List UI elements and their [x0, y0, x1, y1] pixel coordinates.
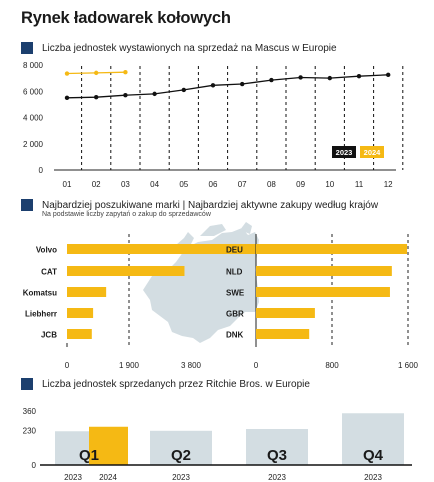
country-bar — [256, 287, 390, 297]
series-2024-point — [94, 70, 99, 76]
y-tick-label: 2 000 — [23, 140, 44, 149]
brand-label: Komatsu — [23, 289, 57, 298]
quarter-label: Q3 — [267, 447, 287, 464]
brand-x-tick-label: 0 — [65, 361, 70, 370]
year-label: 2024 — [99, 473, 117, 482]
x-tick-label: 02 — [92, 180, 101, 189]
series-2023-point — [269, 77, 274, 83]
y-tick-label: 8 000 — [23, 61, 44, 70]
x-tick-label: 06 — [209, 180, 218, 189]
quarter-label: Q1 — [79, 447, 99, 464]
country-x-tick-label: 1 600 — [398, 361, 419, 370]
country-bar — [256, 266, 392, 276]
country-x-tick-label: 0 — [254, 361, 259, 370]
country-bar — [256, 308, 315, 318]
section3-heading: Liczba jednostek sprzedanych przez Ritch… — [42, 378, 310, 390]
x-tick-label: 10 — [325, 180, 334, 189]
brand-bar — [67, 308, 94, 318]
country-label: GBR — [226, 310, 244, 319]
country-label: SWE — [226, 289, 245, 298]
legend-2023-swatch — [332, 146, 356, 158]
x-tick-label: 09 — [296, 180, 305, 189]
brand-x-tick-label: 3 800 — [181, 361, 202, 370]
section-marker — [21, 42, 33, 54]
q-y-tick-label: 360 — [23, 407, 37, 416]
x-tick-label: 04 — [150, 180, 159, 189]
y-tick-label: 6 000 — [23, 87, 44, 96]
series-2024-point — [64, 71, 70, 76]
country-x-tick-label: 800 — [325, 361, 339, 370]
brand-label: Liebherr — [25, 310, 57, 319]
series-2023-line — [66, 74, 389, 99]
section2-heading: Najbardziej poszukiwane marki | Najbardz… — [42, 199, 379, 211]
section1-header: Liczba jednostek wystawionych na sprzeda… — [21, 42, 337, 54]
page-title: Rynek ładowarek kołowych — [21, 9, 231, 27]
q-y-tick-label: 0 — [32, 461, 37, 470]
x-tick-label: 03 — [121, 180, 130, 189]
x-tick-label: 05 — [179, 180, 188, 189]
brand-x-tick-label: 1 900 — [119, 361, 140, 370]
q-bar-2023 — [150, 430, 212, 465]
series-2023-point — [94, 94, 99, 100]
brand-label: Volvo — [36, 246, 57, 255]
q-bar-2024 — [89, 426, 128, 465]
section3-header: Liczba jednostek sprzedanych przez Ritch… — [21, 378, 310, 390]
section-marker — [21, 199, 33, 211]
legend-2023-label: 2023 — [336, 148, 353, 157]
series-2023-point — [152, 91, 157, 97]
y-tick-label: 0 — [39, 166, 44, 175]
series-2023-point — [123, 92, 128, 98]
country-label: DEU — [226, 246, 243, 255]
series-2023-point — [210, 83, 216, 88]
year-label: 2023 — [64, 473, 82, 482]
country-label: NLD — [226, 268, 243, 277]
x-tick-label: 11 — [355, 180, 364, 189]
brand-bar — [67, 329, 92, 339]
y-tick-label: 4 000 — [23, 114, 44, 123]
year-label: 2023 — [364, 473, 382, 482]
brand-bar — [67, 266, 185, 276]
series-2023-point — [64, 95, 70, 101]
x-tick-label: 01 — [63, 180, 72, 189]
section2-subheading: Na podstawie liczby zapytań o zakup do s… — [42, 211, 211, 218]
q-y-tick-label: 230 — [23, 427, 37, 436]
x-tick-label: 12 — [384, 180, 393, 189]
brand-bar — [67, 244, 309, 254]
europe-map — [143, 222, 259, 343]
year-label: 2023 — [172, 473, 190, 482]
quarter-label: Q4 — [363, 447, 384, 464]
series-2023-point — [181, 87, 186, 93]
q-bar-2023 — [342, 413, 404, 465]
brand-bar — [67, 287, 107, 297]
series-2023-point — [386, 72, 391, 78]
quarter-label: Q2 — [171, 447, 191, 464]
country-bar — [256, 329, 310, 339]
legend-2024-swatch — [360, 146, 384, 158]
brand-label: JCB — [41, 331, 57, 340]
series-2023-point — [356, 73, 362, 79]
x-tick-label: 08 — [267, 180, 276, 189]
country-label: DNK — [226, 331, 244, 340]
brand-label: CAT — [41, 268, 57, 277]
series-2023-point — [327, 75, 332, 81]
year-label: 2023 — [268, 473, 286, 482]
series-2023-point — [240, 81, 245, 87]
series-2023-point — [298, 75, 303, 80]
x-tick-label: 07 — [238, 180, 247, 189]
country-bar — [256, 244, 408, 254]
section-marker — [21, 378, 33, 390]
legend-2024-label: 2024 — [364, 148, 382, 157]
series-2024-point — [123, 70, 128, 75]
section2-header: Najbardziej poszukiwane marki | Najbardz… — [21, 199, 378, 211]
q-bar-2023 — [246, 429, 308, 465]
section1-heading: Liczba jednostek wystawionych na sprzeda… — [42, 42, 337, 54]
